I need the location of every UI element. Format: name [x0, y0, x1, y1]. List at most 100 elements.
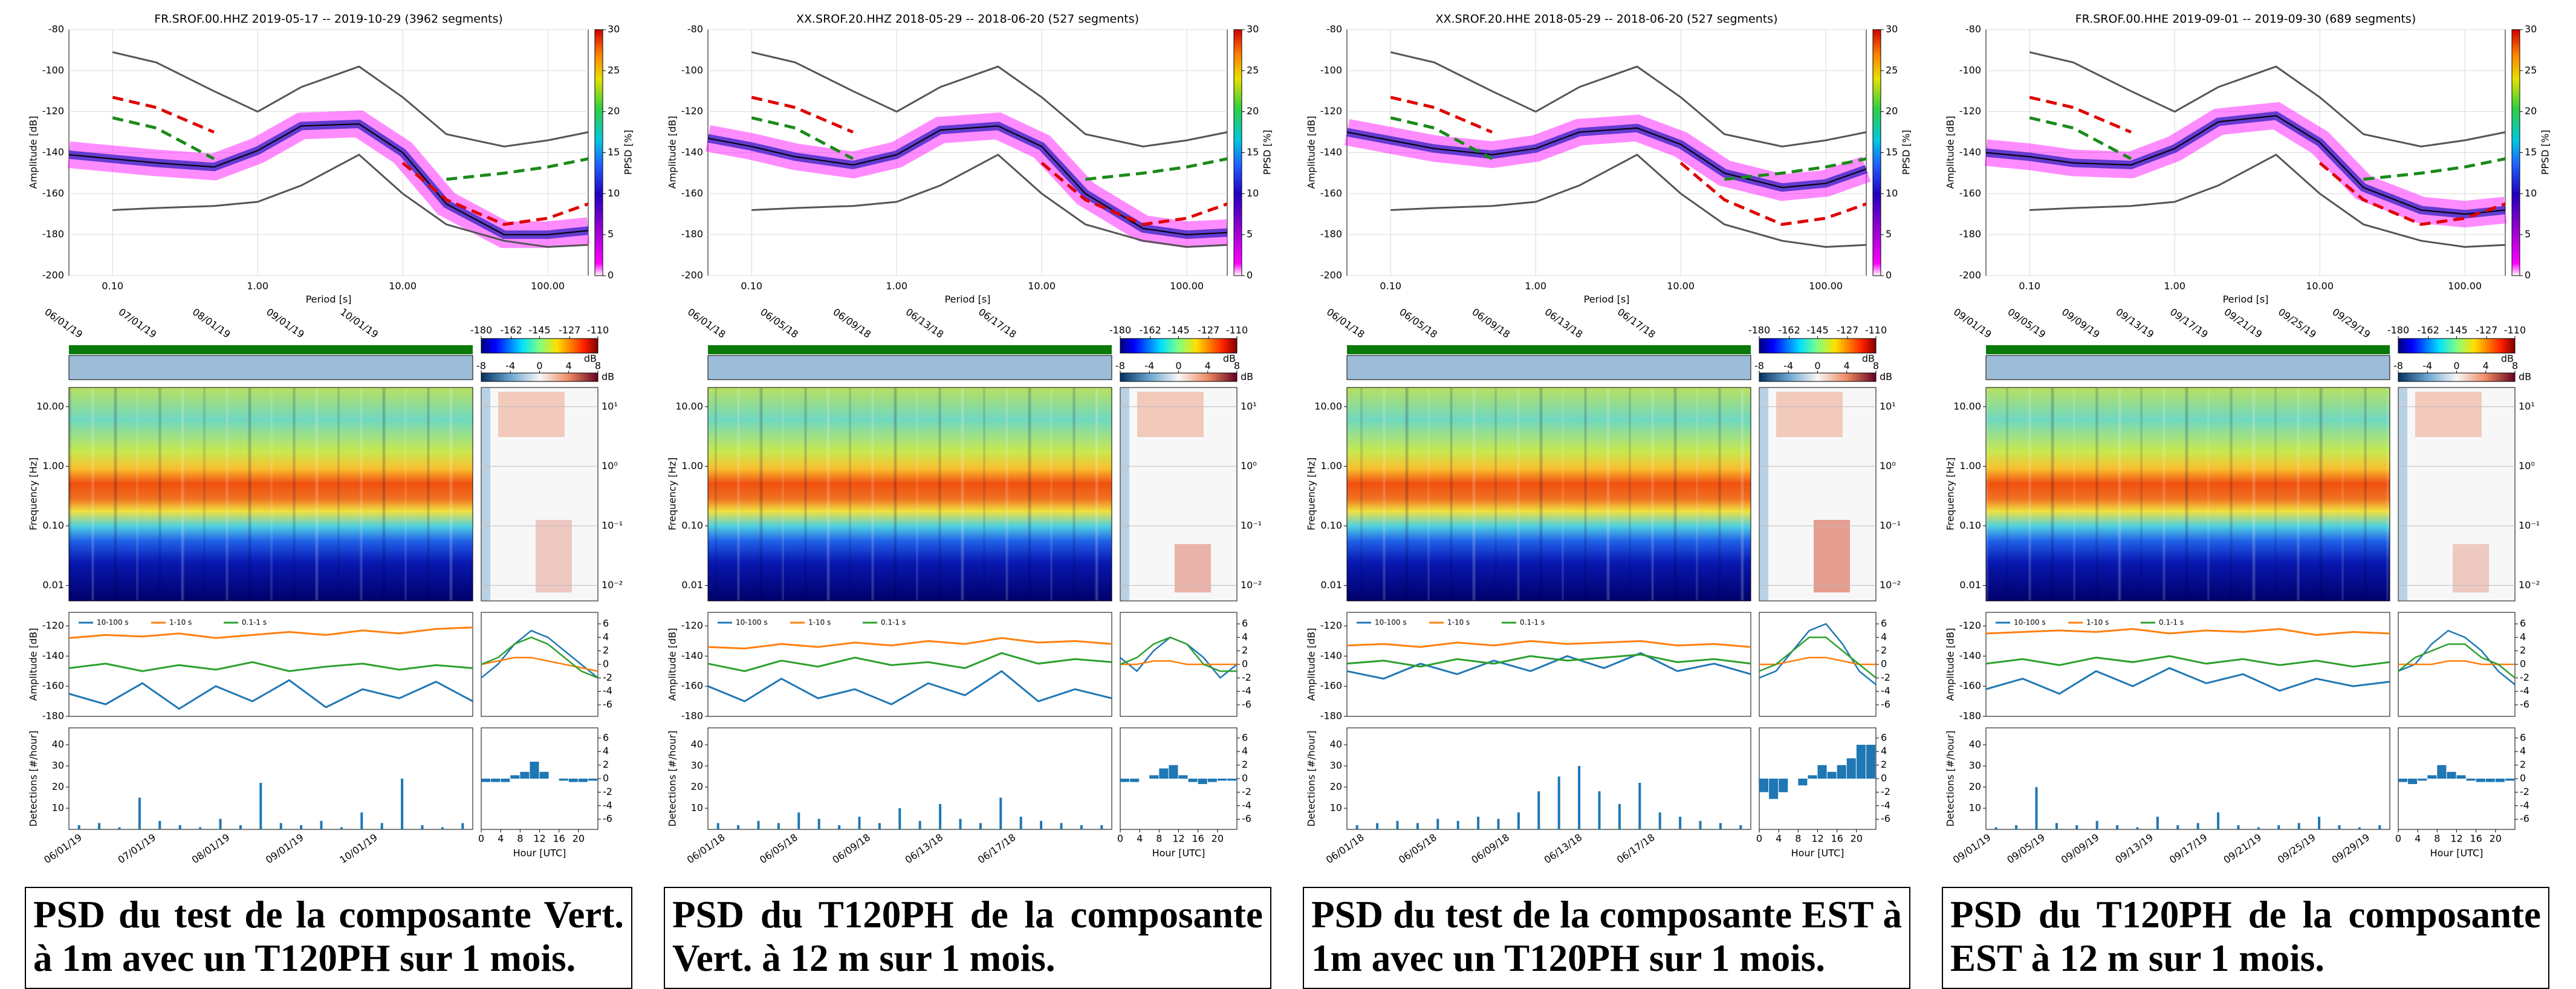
spectrogram-texture [1496, 388, 1497, 600]
spectrogram-texture [428, 388, 430, 600]
y-tick-label: -120 [42, 620, 64, 631]
spectrogram-texture [2185, 388, 2187, 600]
y-tick-label: -160 [681, 680, 703, 692]
spectrogram-texture [1051, 388, 1053, 600]
y-tick-label: -6 [2520, 699, 2529, 710]
y-tick-label: 2 [1242, 759, 1248, 770]
y-axis-label: Frequency [Hz] [28, 458, 39, 531]
amplitude-diff-axes [481, 612, 599, 717]
diff-patch [1814, 520, 1850, 592]
colorbar-tick-label: -145 [1806, 325, 1828, 336]
psd-colorbar [1233, 29, 1242, 276]
colorbar-unit: dB [2519, 371, 2531, 383]
hour-diff-bar [1827, 771, 1837, 779]
y-tick-label: 4 [1242, 631, 1248, 643]
y-tick-label: 10⁻¹ [1880, 519, 1901, 531]
spectrogram-texture [782, 388, 783, 600]
spectrogram-texture [1028, 388, 1030, 600]
hour-diff-bar [578, 779, 588, 782]
y-tick-label: 0.01 [1320, 579, 1342, 591]
x-tick-label: 20 [573, 833, 585, 845]
y-tick-label: 6 [2520, 617, 2526, 629]
date-label: 09/29/19 [2331, 306, 2373, 340]
spectrogram-texture [2186, 388, 2188, 600]
detection-bar [858, 817, 861, 829]
x-tick-label: 0.10 [2019, 280, 2040, 292]
y-tick-label: 6 [1242, 617, 1248, 629]
panel: XX.SROF.20.HHE 2018-05-29 -- 2018-06-20 … [1306, 13, 1912, 866]
colorbar-tick-label: 0 [1247, 270, 1253, 281]
psd-title: FR.SROF.00.HHZ 2019-05-17 -- 2019-10-29 … [154, 13, 503, 26]
hour-diff-bar [1837, 765, 1846, 779]
spectrogram-texture [1405, 388, 1407, 600]
spectrogram-texture [805, 388, 807, 600]
colorbar-tick-label: -180 [2387, 325, 2409, 336]
y-tick-label: -140 [42, 650, 64, 661]
amplitude-line [1985, 667, 2390, 695]
nlnm [2029, 154, 2506, 248]
spectrogram-texture [2007, 388, 2008, 600]
colorbar-tick-label: 0 [2525, 270, 2531, 281]
spectrogram-texture [2141, 388, 2143, 600]
legend-label: 10-100 s [736, 618, 768, 627]
spectrogram-texture [804, 388, 806, 600]
spectrogram-texture [961, 388, 963, 600]
detection-bar [1598, 791, 1601, 829]
colorbar-tick-label: 20 [1886, 105, 1898, 117]
diff-colorbar [481, 372, 599, 382]
date-label: 09/21/19 [2221, 831, 2263, 866]
spectrogram-texture [360, 388, 362, 600]
diff-patch [1776, 392, 1843, 437]
date-label: 09/13/19 [2114, 306, 2156, 340]
y-tick-label: 10⁻² [2519, 579, 2540, 591]
y-axis-label: Detections [#/hour] [28, 730, 39, 826]
y-tick-label: -180 [681, 710, 703, 722]
y-tick-label: 10⁰ [1241, 460, 1257, 472]
colorbar-tick-label: 10 [608, 187, 620, 199]
legend-label: 0.1-1 s [2159, 618, 2184, 627]
y-tick-label: -4 [2520, 685, 2529, 696]
y-tick-label: 0 [603, 658, 609, 670]
x-axis-label: Period [s] [2223, 294, 2269, 305]
amplitude-line [68, 679, 473, 710]
x-axis-label: Hour [UTC] [2430, 848, 2484, 859]
y-tick-label: -80 [687, 24, 703, 35]
y-tick-label: 2 [1881, 759, 1887, 770]
date-label: 06/13/18 [904, 306, 946, 340]
x-tick-label: 20 [2490, 833, 2502, 845]
colorbar-tick-label: 20 [2525, 105, 2537, 117]
date-label: 06/05/18 [758, 306, 800, 340]
spectrogram-texture [894, 388, 896, 600]
detection-bar [1638, 783, 1641, 829]
hour-diff-bar [2456, 775, 2466, 779]
spectrogram-texture [337, 388, 339, 600]
amplitude-diff-line [2398, 629, 2516, 686]
legend-label: 1-10 s [2086, 618, 2109, 627]
date-label: 06/05/18 [1397, 831, 1439, 866]
y-axis-label: Amplitude [dB] [1306, 628, 1317, 701]
x-tick-label: 1.00 [1525, 280, 1546, 292]
y-tick-label: -120 [1320, 620, 1342, 631]
y-tick-label: 1.00 [42, 460, 64, 472]
y-tick-label: 10¹ [2519, 400, 2535, 412]
colorbar-tick-label: -8 [1754, 360, 1764, 372]
detections-axes [707, 727, 1112, 830]
colorbar-tick-label: 30 [608, 24, 620, 35]
date-label: 06/17/18 [1615, 831, 1657, 866]
y-tick-label: -140 [1320, 650, 1342, 661]
date-label: 08/01/19 [190, 306, 233, 340]
hour-diff-bar [1227, 779, 1236, 781]
x-tick-label: 8 [517, 833, 523, 845]
hour-diff-bar [2466, 779, 2476, 781]
detection-bar [2297, 823, 2300, 829]
hour-diff-bar [510, 775, 520, 779]
detection-bar [2075, 825, 2078, 829]
diff-colorbar [2398, 372, 2516, 382]
diff-colorbar [1120, 372, 1238, 382]
panel: FR.SROF.00.HHZ 2019-05-17 -- 2019-10-29 … [28, 13, 634, 866]
colorbar-tick-label: 8 [1234, 360, 1240, 372]
hour-diff-bar [481, 779, 491, 782]
detections-axes [1346, 727, 1751, 830]
y-tick-label: 10⁻¹ [602, 519, 623, 531]
hour-diff-bar [1798, 779, 1808, 786]
